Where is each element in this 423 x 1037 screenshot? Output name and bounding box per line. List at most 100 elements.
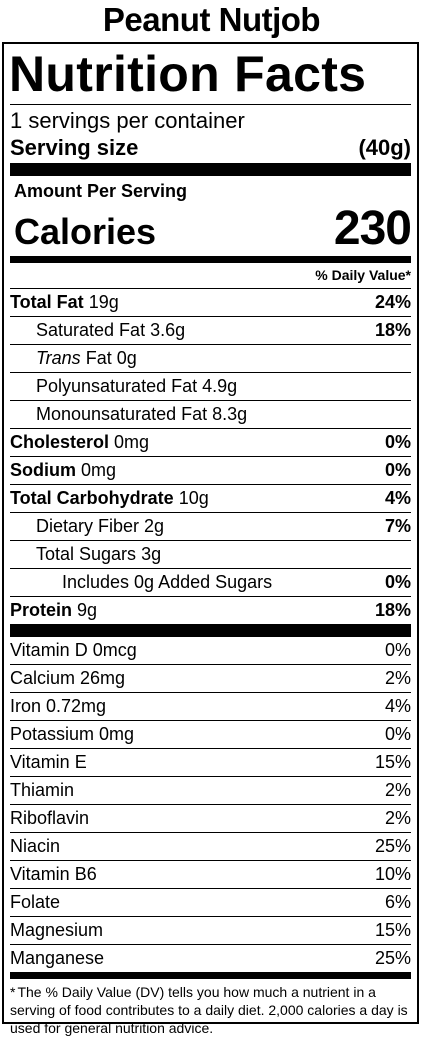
nutrient-amount: 0mg — [114, 432, 150, 452]
micronutrient-label: Potassium 0mg — [10, 724, 135, 744]
micronutrient-dv: 15% — [374, 920, 411, 940]
thick-divider — [10, 163, 411, 176]
micronutrient-row: Folate 6% — [10, 889, 411, 917]
micronutrient-label: Thiamin — [10, 780, 75, 800]
nutrient-amount: 19g — [88, 292, 119, 312]
calories-label: Calories — [14, 211, 157, 252]
nutrient-dv: 0% — [384, 572, 411, 592]
nutrition-facts-panel: Nutrition Facts 1 servings per container… — [2, 42, 419, 1036]
micronutrient-dv: 10% — [374, 864, 411, 884]
footnote-text: The % Daily Value (DV) tells you how muc… — [10, 984, 408, 1036]
thick-divider — [10, 624, 411, 637]
micronutrient-label: Magnesium — [10, 920, 104, 940]
divider — [10, 104, 411, 105]
nutrient-name: Fat — [85, 348, 112, 368]
amount-per-serving: Amount Per Serving — [14, 181, 188, 201]
micronutrient-label: Iron 0.72mg — [10, 696, 107, 716]
micronutrient-dv: 25% — [374, 836, 411, 856]
micronutrient-dv: 2% — [384, 668, 411, 688]
nutrient-name: Total Carbohydrate — [10, 488, 174, 508]
nutrient-name: Polyunsaturated Fat — [36, 376, 198, 396]
micronutrient-label: Niacin — [10, 836, 61, 856]
nutrient-amount: 3g — [141, 544, 162, 564]
nutrient-row-total-carbohydrate: Total Carbohydrate 10g 4% — [10, 484, 411, 512]
daily-value-footnote: * The % Daily Value (DV) tells you how mu… — [10, 979, 411, 1037]
nutrient-dv: 0% — [384, 460, 411, 480]
daily-value-header: % Daily Value* — [315, 267, 411, 283]
micronutrient-label: Vitamin B6 — [10, 864, 97, 884]
micronutrient-label: Manganese — [10, 948, 105, 968]
nutrient-amount: 3.6g — [150, 320, 186, 340]
micronutrient-row: Iron 0.72mg 4% — [10, 693, 411, 721]
nutrient-amount: 4.9g — [202, 376, 238, 396]
nutrient-amount: 0g — [116, 348, 137, 368]
micronutrient-label: Folate — [10, 892, 61, 912]
nutrient-amount: 2g — [144, 516, 165, 536]
nutrient-row-total-sugars: Total Sugars 3g — [10, 540, 411, 568]
micronutrient-row: Magnesium 15% — [10, 917, 411, 945]
nutrient-dv: 4% — [384, 488, 411, 508]
product-title: Peanut Nutjob — [102, 1, 321, 38]
nutrition-facts-heading: Nutrition Facts — [9, 46, 367, 102]
nutrient-row-monounsaturated-fat: Monounsaturated Fat 8.3g — [10, 400, 411, 428]
serving-size-row: Serving size (40g) — [10, 134, 411, 161]
nutrient-row-added-sugars: Includes 0g Added Sugars 0% — [10, 568, 411, 596]
nutrient-dv: 18% — [374, 600, 411, 620]
footnote-divider — [10, 972, 411, 979]
micronutrient-row: Manganese 25% — [10, 945, 411, 972]
micronutrient-row: Vitamin D 0mcg 0% — [10, 637, 411, 665]
micronutrient-row: Riboflavin 2% — [10, 805, 411, 833]
micronutrient-dv: 2% — [384, 780, 411, 800]
nutrient-amount: 8.3g — [212, 404, 248, 424]
nutrient-dv: 24% — [374, 292, 411, 312]
nutrient-name: Saturated Fat — [36, 320, 146, 340]
nutrient-row-polyunsaturated-fat: Polyunsaturated Fat 4.9g — [10, 372, 411, 400]
micronutrient-dv: 4% — [384, 696, 411, 716]
micronutrient-dv: 6% — [384, 892, 411, 912]
nutrient-name: Monounsaturated Fat — [36, 404, 208, 424]
nutrient-row-total-fat: Total Fat 19g 24% — [10, 288, 411, 316]
nutrient-name: Protein — [10, 600, 73, 620]
nutrient-name: Dietary Fiber — [36, 516, 140, 536]
nutrient-dv: 0% — [384, 432, 411, 452]
calories-row: Calories 230 — [10, 201, 412, 255]
micronutrient-dv: 0% — [384, 724, 411, 744]
micronutrient-label: Vitamin D 0mcg — [10, 640, 137, 660]
nutrient-name: Sodium — [10, 460, 76, 480]
micronutrient-row: Vitamin E 15% — [10, 749, 411, 777]
medium-divider — [10, 256, 411, 263]
micronutrient-dv: 25% — [374, 948, 411, 968]
micronutrient-row: Vitamin B6 10% — [10, 861, 411, 889]
nutrient-row-trans-fat: Trans Fat 0g — [10, 344, 411, 372]
footnote-star: * — [10, 984, 16, 1000]
nutrient-name: Total Fat — [10, 292, 84, 312]
calories-value: 230 — [333, 202, 412, 255]
micronutrient-row: Calcium 26mg 2% — [10, 665, 411, 693]
serving-size-value: (40g) — [358, 135, 411, 160]
micronutrient-row: Thiamin 2% — [10, 777, 411, 805]
nutrient-row-cholesterol: Cholesterol 0mg 0% — [10, 428, 411, 456]
nutrient-row-sodium: Sodium 0mg 0% — [10, 456, 411, 484]
nutrient-dv: 7% — [384, 516, 411, 536]
servings-per-container: 1 servings per container — [10, 108, 245, 133]
micronutrient-row: Niacin 25% — [10, 833, 411, 861]
nutrient-name: Total Sugars — [36, 544, 137, 564]
micronutrient-row: Potassium 0mg 0% — [10, 721, 411, 749]
micronutrient-dv: 15% — [374, 752, 411, 772]
nutrient-row-dietary-fiber: Dietary Fiber 2g 7% — [10, 512, 411, 540]
micronutrient-dv: 0% — [384, 640, 411, 660]
micronutrient-label: Calcium 26mg — [10, 668, 126, 688]
nutrient-amount: 10g — [178, 488, 209, 508]
micronutrient-label: Vitamin E — [10, 752, 87, 772]
nutrient-name: Cholesterol — [10, 432, 110, 452]
nutrient-amount: 0mg — [81, 460, 117, 480]
serving-size-label: Serving size — [10, 135, 139, 160]
micronutrient-label: Riboflavin — [10, 808, 90, 828]
nutrient-name: Includes 0g Added Sugars — [62, 572, 273, 592]
nutrient-dv: 18% — [374, 320, 411, 340]
micronutrient-dv: 2% — [384, 808, 411, 828]
nutrient-amount: 9g — [77, 600, 98, 620]
nutrient-row-protein: Protein 9g 18% — [10, 596, 411, 624]
nutrient-row-saturated-fat: Saturated Fat 3.6g 18% — [10, 316, 411, 344]
nutrient-name-italic: Trans — [36, 348, 81, 368]
